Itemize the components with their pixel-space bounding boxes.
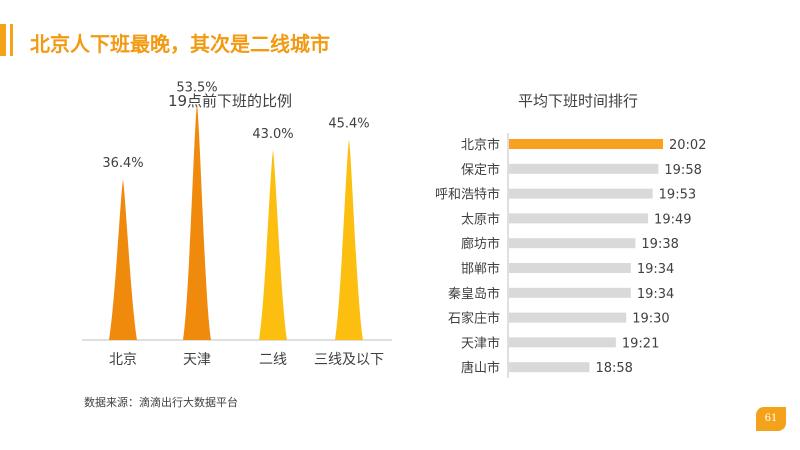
spike-category-label: 天津 bbox=[183, 352, 211, 368]
spike-category-label: 三线及以下 bbox=[314, 352, 384, 368]
rank-bar-10 bbox=[509, 362, 590, 373]
rank-time-label: 19:49 bbox=[654, 212, 691, 227]
spike-bar-1 bbox=[109, 179, 137, 340]
rank-city-label: 保定市 bbox=[461, 162, 500, 178]
page-number-badge: 61 bbox=[756, 407, 786, 431]
rank-city-label: 秦皇岛市 bbox=[448, 286, 500, 302]
rank-city-label: 廊坊市 bbox=[461, 236, 500, 252]
rank-city-label: 太原市 bbox=[461, 211, 500, 227]
spike-bar-2 bbox=[183, 103, 211, 340]
rank-time-label: 19:34 bbox=[637, 262, 674, 277]
rank-city-label: 邯郸市 bbox=[461, 261, 500, 277]
rank-bar-7 bbox=[509, 287, 631, 298]
rank-city-label: 北京市 bbox=[461, 137, 500, 153]
rank-bar-1 bbox=[509, 139, 663, 149]
rank-time-label: 19:30 bbox=[632, 312, 669, 327]
rank-city-label: 呼和浩特市 bbox=[435, 187, 500, 203]
rank-time-label: 19:58 bbox=[664, 163, 701, 178]
spike-value-label: 53.5% bbox=[176, 81, 217, 96]
spike-bar-4 bbox=[335, 139, 363, 340]
page-title: 北京人下班最晚，其次是二线城市 bbox=[30, 32, 330, 56]
rank-time-label: 18:58 bbox=[595, 361, 632, 376]
left-chart-title: 19点前下班的比例 bbox=[167, 92, 293, 110]
rank-bar-3 bbox=[509, 188, 653, 199]
rank-city-label: 唐山市 bbox=[461, 360, 500, 376]
spike-bar-3 bbox=[259, 150, 287, 340]
title-accent-line bbox=[10, 24, 13, 56]
spike-value-label: 45.4% bbox=[328, 116, 369, 131]
rank-bar-6 bbox=[509, 263, 631, 273]
spike-category-label: 二线 bbox=[259, 352, 287, 368]
title-accent-bar bbox=[0, 24, 6, 56]
rank-time-label: 19:21 bbox=[622, 336, 659, 351]
rank-bar-2 bbox=[509, 163, 659, 174]
rank-bar-4 bbox=[509, 213, 649, 224]
right-chart-title: 平均下班时间排行 bbox=[517, 92, 638, 110]
spike-value-label: 36.4% bbox=[102, 156, 143, 171]
rank-time-label: 19:34 bbox=[637, 287, 674, 302]
rank-time-label: 19:38 bbox=[641, 237, 678, 252]
rank-time-label: 19:53 bbox=[659, 188, 696, 203]
rank-city-label: 石家庄市 bbox=[448, 311, 500, 327]
rank-bar-5 bbox=[509, 238, 636, 249]
rank-time-label: 20:02 bbox=[669, 138, 706, 153]
rank-city-label: 天津市 bbox=[461, 335, 500, 351]
spike-value-label: 43.0% bbox=[252, 127, 293, 142]
rank-bar-8 bbox=[509, 312, 627, 323]
rank-bar-9 bbox=[509, 337, 616, 348]
spike-category-label: 北京 bbox=[109, 352, 137, 368]
source-note: 数据来源：滴滴出行大数据平台 bbox=[84, 396, 238, 409]
